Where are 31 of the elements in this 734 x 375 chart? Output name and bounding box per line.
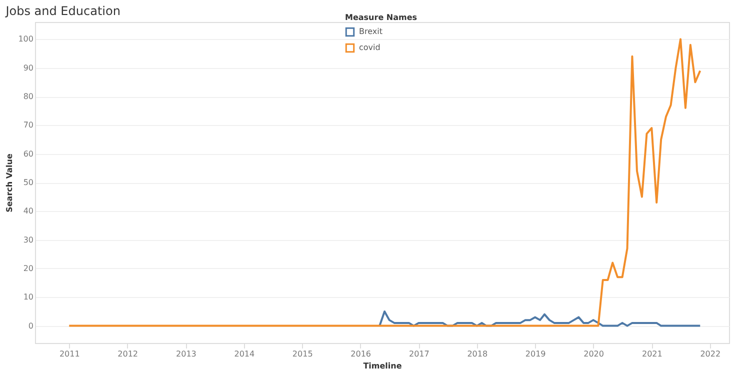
y-tick-label: 50 xyxy=(23,178,34,187)
x-tick-label: 2012 xyxy=(118,350,138,358)
x-tick-label: 2015 xyxy=(292,350,313,358)
line-series xyxy=(68,38,702,327)
x-axis-title: Timeline xyxy=(363,362,402,370)
y-tick-label: 10 xyxy=(23,292,34,302)
y-tick-label: 40 xyxy=(23,206,34,216)
x-tick-label: 2011 xyxy=(59,350,80,358)
x-tick-label: 2020 xyxy=(584,350,604,358)
x-tick-label: 2018 xyxy=(467,350,488,358)
legend-label: Brexit xyxy=(359,27,382,36)
y-tick-label: 60 xyxy=(23,149,34,158)
x-tick-label: 2022 xyxy=(700,350,721,358)
x-tick-label: 2014 xyxy=(234,350,255,358)
y-tick-label: 80 xyxy=(23,92,34,102)
y-tick-label: 20 xyxy=(23,264,34,273)
x-tick-label: 2013 xyxy=(176,350,196,358)
chart-title: Jobs and Education xyxy=(4,4,120,18)
x-tick-label: 2017 xyxy=(409,350,430,358)
legend-title: Measure Names xyxy=(345,13,418,22)
x-tick-label: 2016 xyxy=(350,350,371,358)
line-series xyxy=(378,310,702,327)
y-tick-label: 30 xyxy=(23,235,34,244)
y-tick-label: 90 xyxy=(23,63,34,72)
x-tick-label: 2021 xyxy=(642,350,662,358)
y-tick-label: 70 xyxy=(23,120,34,130)
y-tick-label: 0 xyxy=(28,321,34,330)
x-tick-label: 2019 xyxy=(525,350,546,358)
y-tick-label: 100 xyxy=(18,34,34,44)
legend-label: covid xyxy=(359,43,380,52)
y-axis-title: Search Value xyxy=(5,153,14,212)
